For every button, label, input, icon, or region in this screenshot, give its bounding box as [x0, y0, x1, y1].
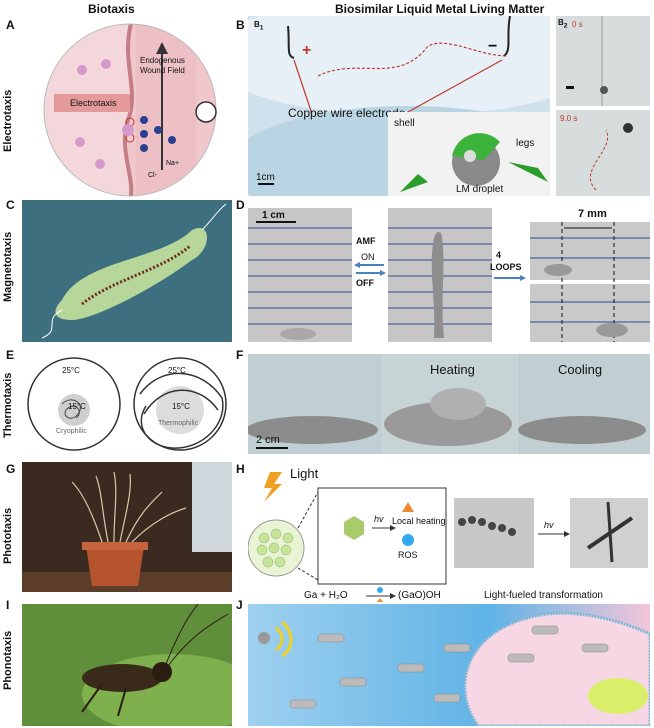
d-distance-label: 7 mm	[578, 208, 607, 220]
panel-letter-e: E	[6, 348, 15, 362]
panel-letter-g: G	[6, 462, 16, 476]
h-hv-label-2: hv	[544, 520, 554, 530]
f-scale-label: 2 cm	[256, 434, 280, 446]
panel-d-off: 1 cm	[248, 208, 352, 342]
e-cryophilic-label: Cryophilic	[56, 428, 87, 435]
b-robot-inset: shell legs LM droplet	[388, 112, 550, 196]
a-cl-label: Cl-	[148, 172, 157, 179]
panel-letter-h: H	[236, 462, 245, 476]
header-biosimilar: Biosimilar Liquid Metal Living Matter	[335, 2, 545, 16]
a-field-label: Endogenous Wound Field	[140, 56, 185, 75]
b-shell-label: shell	[394, 118, 415, 129]
panel-e: 25°C 15°C Cryophilic 25°C 15°C Thermophi…	[22, 354, 232, 454]
b-electrode-label: Copper wire electrode	[288, 106, 406, 120]
d-arrows	[354, 262, 386, 276]
panel-b2-bottom: 9.0 s	[556, 110, 650, 196]
e-thermo-outer-temp: 25°C	[168, 366, 186, 375]
panel-b1-photo: B1 + − Copper wire electrode 1cm shell l…	[248, 16, 550, 196]
h-local-heating-label: Local heating	[392, 516, 446, 526]
header-biotaxis: Biotaxis	[88, 2, 135, 16]
h-reaction-product: (GaO)OH	[398, 590, 441, 601]
b2-time-0: 0 s	[572, 20, 583, 29]
f-cooling-label: Cooling	[558, 362, 603, 377]
b1-label: B1	[254, 20, 264, 32]
panel-f: Heating Cooling 2 cm	[248, 354, 650, 454]
panel-c-bacterium	[22, 200, 232, 342]
h-ros-label: ROS	[398, 550, 418, 560]
panel-letter-a: A	[6, 18, 15, 32]
panel-letter-i: I	[6, 598, 10, 612]
d-loops-label: LOOPS	[490, 262, 522, 272]
e-cryo-outer-temp: 25°C	[62, 366, 80, 375]
side-label-phonotaxis: Phonotaxis	[2, 630, 14, 690]
b-minus-sign: −	[488, 38, 498, 55]
b-scale-label: 1cm	[256, 172, 275, 183]
panel-d-on	[388, 208, 492, 342]
d-scale-label: 1 cm	[262, 210, 285, 221]
e-thermophilic-label: Thermophilic	[158, 420, 199, 427]
panel-i-cricket	[22, 604, 232, 726]
panel-letter-b: B	[236, 18, 245, 32]
d-amf-label: AMF	[356, 236, 376, 246]
h-reaction-left: Ga + H₂O	[304, 590, 348, 601]
side-label-electrotaxis: Electrotaxis	[2, 89, 14, 152]
b2-time-9: 9.0 s	[560, 114, 578, 123]
a-na-label: Na+	[166, 160, 180, 167]
h-reaction-arrow	[366, 586, 396, 602]
h-light-label: Light	[290, 466, 319, 481]
h-transformation-label: Light-fueled transformation	[484, 590, 603, 601]
a-electrotaxis-label: Electrotaxis	[70, 98, 117, 108]
b-droplet-label: LM droplet	[456, 184, 504, 195]
panel-letter-j: J	[236, 598, 243, 612]
b-legs-label: legs	[516, 138, 535, 149]
e-thermo-inner-temp: 15°C	[172, 402, 190, 411]
panel-d-loops	[530, 222, 650, 342]
d-loops-arrow	[494, 274, 526, 282]
h-hv-label-1: hv	[374, 514, 384, 524]
d-loops-count: 4	[496, 250, 502, 260]
b-plus-sign: +	[302, 42, 312, 59]
f-heating-label: Heating	[430, 362, 475, 377]
panel-h: Light hv Local heating ROS hv Ga + H₂O (…	[248, 462, 650, 602]
panel-j	[248, 604, 650, 726]
side-label-phototaxis: Phototaxis	[2, 507, 14, 564]
b2-label: B2	[558, 18, 568, 30]
d-on-label: ON	[361, 252, 375, 262]
panel-letter-d: D	[236, 198, 245, 212]
e-cryo-inner-temp: 15°C	[68, 402, 86, 411]
panel-letter-c: C	[6, 198, 15, 212]
side-label-thermotaxis: Thermotaxis	[2, 372, 14, 438]
side-label-magnetotaxis: Magnetotaxis	[2, 231, 14, 302]
panel-letter-f: F	[236, 348, 244, 362]
panel-g-plant	[22, 462, 232, 592]
panel-a: Electrotaxis Endogenous Wound Field Na+ …	[40, 20, 220, 200]
d-off-label: OFF	[356, 278, 374, 288]
panel-b2-top: B2 0 s	[556, 16, 650, 106]
